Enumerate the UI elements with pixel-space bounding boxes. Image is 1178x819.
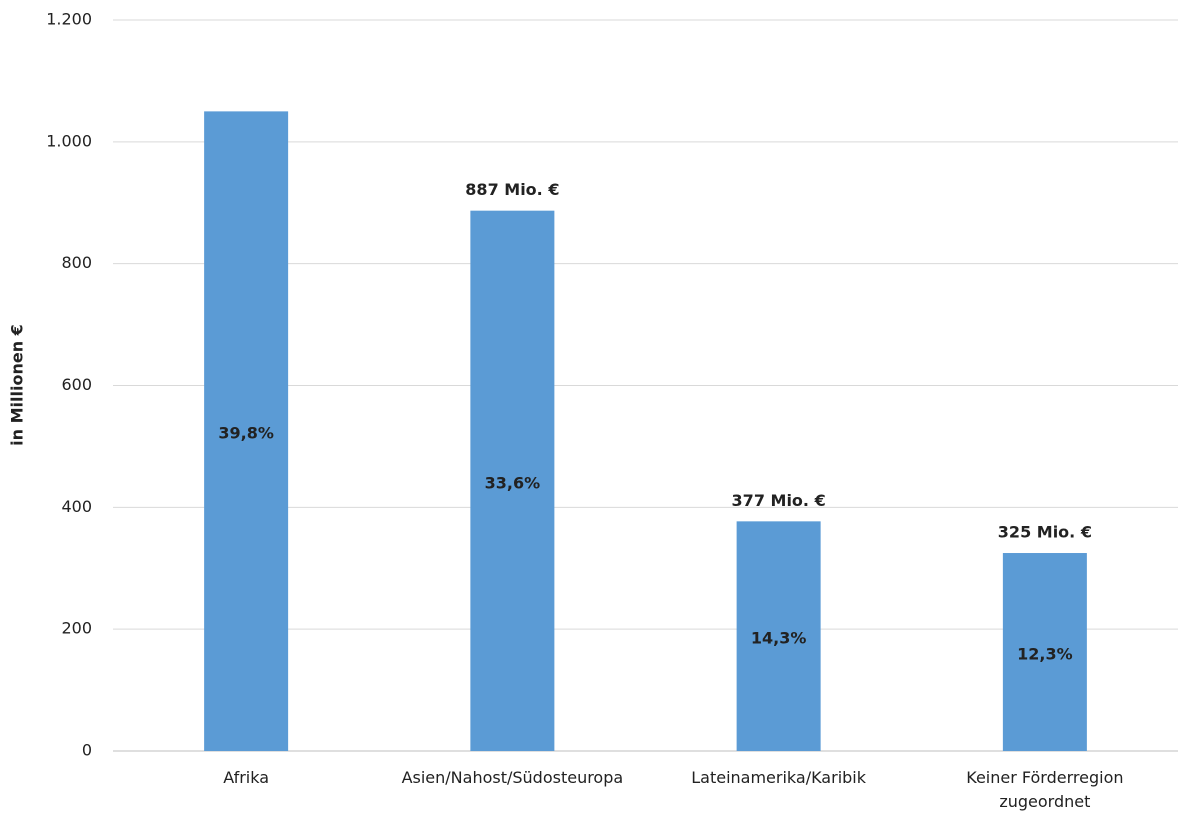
bar: [1002, 553, 1087, 751]
y-tick-label: 200: [61, 619, 92, 638]
share-label: 12,3%: [1017, 645, 1073, 664]
y-tick-label: 400: [61, 497, 92, 516]
value-label: 377 Mio. €: [732, 491, 826, 510]
y-tick-label: 800: [61, 253, 92, 272]
value-label: 887 Mio. €: [465, 180, 559, 199]
y-tick-label: 1.200: [46, 10, 92, 29]
bar: [470, 210, 555, 751]
x-tick-label: Keiner Förderregion zugeordnet: [966, 768, 1124, 811]
value-label: 325 Mio. €: [998, 523, 1092, 542]
y-tick-label: 1.000: [46, 131, 92, 150]
bar: [736, 521, 821, 751]
share-label: 33,6%: [485, 473, 541, 492]
y-tick-label: 600: [61, 375, 92, 394]
x-tick-label: Afrika: [223, 768, 270, 787]
y-tick-label: 0: [82, 741, 92, 760]
x-tick-label: Asien/Nahost/Südosteuropa: [401, 768, 624, 787]
share-label: 14,3%: [751, 629, 807, 648]
x-tick-label: Lateinamerika/Karibik: [691, 768, 866, 787]
share-label: 39,8%: [218, 424, 274, 443]
y-axis-title: in Millionen €: [8, 324, 27, 446]
bar: [204, 111, 289, 751]
